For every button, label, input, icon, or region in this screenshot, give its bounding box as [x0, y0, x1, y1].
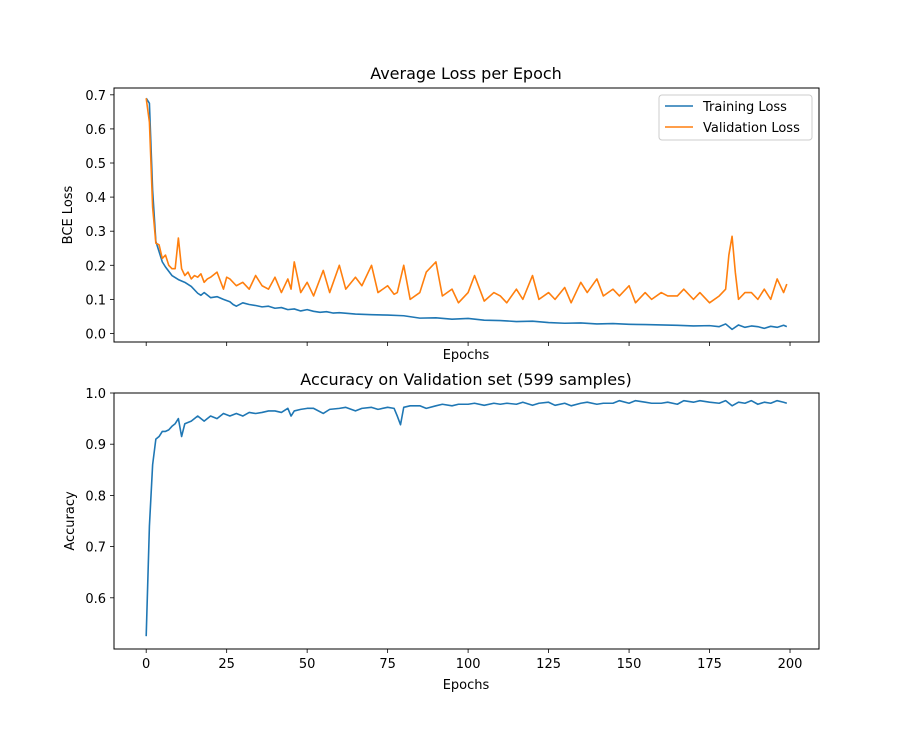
- accuracy-series-accuracy-line: [145, 399, 788, 637]
- loss-y-tick-label: 0.3: [85, 225, 106, 240]
- accuracy-y-axis: 0.6 0.7 0.8 0.9 1.0: [85, 387, 114, 607]
- accuracy-y-tick-label: 0.8: [85, 489, 106, 504]
- loss-series-layer: [145, 97, 788, 331]
- accuracy-x-tick-label: 175: [697, 657, 722, 672]
- accuracy-x-tick-label: 125: [536, 657, 561, 672]
- loss-series-training-loss-line: [145, 97, 788, 331]
- loss-y-tick-label: 0.4: [85, 191, 106, 206]
- accuracy-x-tick-label: 75: [379, 657, 396, 672]
- legend-validation-label: Validation Loss: [703, 121, 800, 136]
- accuracy-y-axis-label: Accuracy: [63, 491, 78, 551]
- accuracy-y-tick-label: 0.6: [85, 592, 106, 607]
- legend-box: [658, 94, 813, 141]
- accuracy-x-tick-label: 100: [456, 657, 481, 672]
- accuracy-y-tick-label: 0.7: [85, 541, 106, 556]
- accuracy-plot-frame: [113, 392, 820, 650]
- loss-y-tick-label: 0.2: [85, 259, 106, 274]
- accuracy-x-axis-label: Epochs: [443, 678, 490, 693]
- accuracy-x-tick-label: 150: [617, 657, 642, 672]
- accuracy-x-tick-label: 0: [142, 657, 150, 672]
- loss-y-tick-label: 0.7: [85, 89, 106, 104]
- loss-y-tick-label: 0.0: [85, 327, 106, 342]
- accuracy-x-tick-label: 25: [218, 657, 235, 672]
- accuracy-y-tick-label: 1.0: [85, 387, 106, 402]
- loss-chart-title: Average Loss per Epoch: [370, 64, 562, 83]
- loss-y-axis-label: BCE Loss: [61, 185, 76, 244]
- loss-chart: Average Loss per Epoch 0.00.10.20.30.40.…: [61, 64, 820, 363]
- loss-x-axis: [145, 342, 791, 346]
- accuracy-chart: Accuracy on Validation set (599 samples)…: [63, 370, 820, 693]
- loss-y-tick-label: 0.6: [85, 123, 106, 138]
- loss-plot-frame: [113, 87, 820, 343]
- loss-x-axis-label: Epochs: [443, 348, 490, 363]
- loss-series-validation-loss-line: [145, 98, 788, 304]
- accuracy-chart-title: Accuracy on Validation set (599 samples): [300, 370, 631, 389]
- accuracy-x-tick-label: 50: [299, 657, 316, 672]
- accuracy-x-axis: 0 25 50 75 100 125 150 175 200: [142, 649, 802, 672]
- loss-legend: Training Loss Validation Loss: [658, 94, 813, 141]
- legend-training-label: Training Loss: [702, 100, 787, 115]
- accuracy-x-tick-label: 200: [778, 657, 803, 672]
- loss-y-axis: 0.0 0.1 0.2 0.3 0.4 0.5 0.6 0.7: [85, 89, 114, 342]
- accuracy-y-tick-label: 0.9: [85, 438, 106, 453]
- loss-y-tick-label: 0.5: [85, 157, 106, 172]
- loss-y-tick-label: 0.1: [85, 293, 106, 308]
- accuracy-series-layer: [145, 399, 788, 637]
